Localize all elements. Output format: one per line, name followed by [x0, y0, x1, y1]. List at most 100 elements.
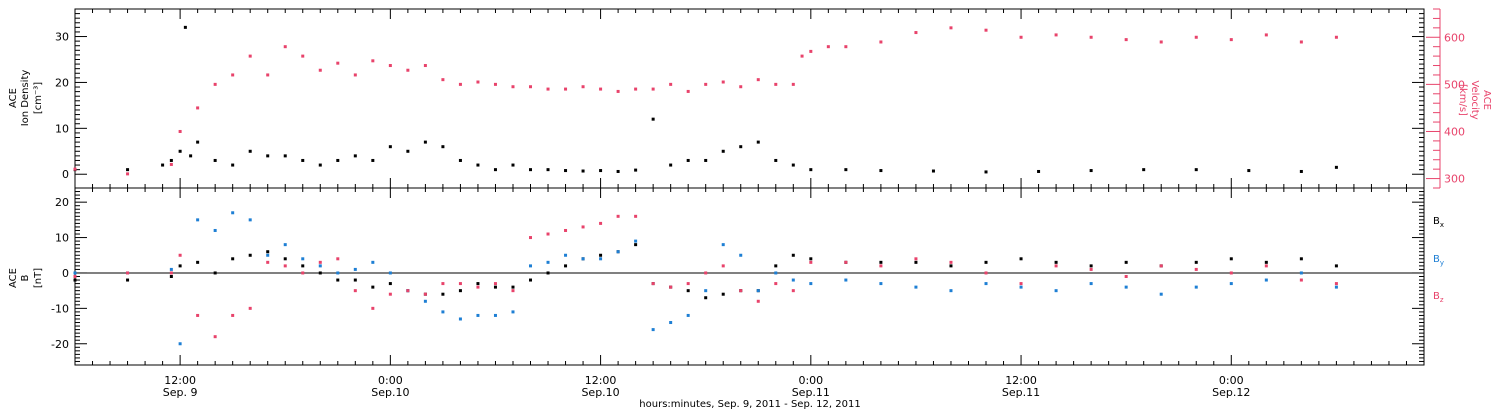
- data-point: [686, 89, 690, 93]
- data-point: [301, 257, 305, 261]
- data-point: [371, 260, 375, 264]
- legend-bx-label: B: [1433, 216, 1440, 227]
- data-point: [178, 264, 182, 268]
- data-point: [336, 278, 340, 282]
- data-point: [704, 158, 708, 162]
- bottom-left-axis: -20 -10 0 10 20: [51, 191, 1424, 362]
- data-point: [231, 257, 235, 261]
- data-point: [178, 149, 182, 153]
- tick-label: 20: [55, 196, 69, 209]
- tick-label: 400: [1444, 125, 1465, 138]
- x-tick-time: 0:00: [378, 374, 403, 387]
- data-point: [283, 243, 287, 247]
- data-point: [266, 73, 270, 77]
- data-point: [161, 163, 165, 167]
- x-axis-title: hours:minutes, Sep. 9, 2011 - Sep. 12, 2…: [639, 399, 860, 410]
- data-point: [599, 169, 603, 173]
- data-point: [581, 225, 585, 229]
- data-point: [1054, 33, 1058, 37]
- data-point: [476, 313, 480, 317]
- data-point: [581, 169, 585, 173]
- legend-bz: Bz: [1433, 291, 1444, 304]
- data-point: [599, 257, 603, 261]
- x-tick-time: 12:00: [585, 374, 617, 387]
- data-point: [476, 163, 480, 167]
- data-point: [353, 267, 357, 271]
- data-point: [564, 253, 568, 257]
- data-point: [231, 313, 235, 317]
- data-point: [318, 68, 322, 72]
- data-point: [651, 282, 655, 286]
- data-point: [931, 169, 935, 173]
- data-point: [809, 168, 813, 172]
- data-point: [388, 282, 392, 286]
- data-point: [791, 278, 795, 282]
- bottom-ylabel-line3: [nT]: [33, 268, 44, 288]
- data-point: [1089, 35, 1093, 39]
- data-point: [529, 85, 533, 89]
- data-point: [984, 170, 988, 174]
- data-point: [406, 149, 410, 153]
- data-point: [73, 167, 77, 171]
- tick-label: 300: [1444, 173, 1465, 186]
- data-point: [213, 158, 217, 162]
- data-point: [511, 85, 515, 89]
- tick-label: 0: [62, 168, 69, 181]
- data-point: [879, 260, 883, 264]
- data-point: [756, 140, 760, 144]
- data-point: [371, 59, 375, 63]
- data-point: [493, 313, 497, 317]
- tick-label: 0: [62, 267, 69, 280]
- data-point: [529, 236, 533, 240]
- legend-by-subscript: y: [1440, 259, 1444, 267]
- data-point: [1229, 38, 1233, 42]
- data-point: [721, 80, 725, 84]
- data-point: [599, 221, 603, 225]
- data-point: [1194, 35, 1198, 39]
- data-point: [791, 82, 795, 86]
- data-point: [283, 257, 287, 261]
- data-point: [196, 260, 200, 264]
- data-point: [476, 80, 480, 84]
- data-point: [739, 289, 743, 293]
- data-point: [458, 317, 462, 321]
- data-point: [388, 271, 392, 275]
- data-point: [581, 257, 585, 261]
- data-point: [791, 253, 795, 257]
- data-point: [1334, 165, 1338, 169]
- data-point: [353, 73, 357, 77]
- data-point: [126, 168, 130, 172]
- top-data-points: [73, 25, 1338, 176]
- data-point: [73, 278, 77, 282]
- legend-bx-subscript: x: [1440, 221, 1444, 229]
- tick-label: -20: [51, 338, 69, 351]
- data-point: [879, 264, 883, 268]
- data-point: [844, 45, 848, 49]
- data-point: [564, 228, 568, 232]
- data-point: [756, 78, 760, 82]
- svg-text:Bz: Bz: [1433, 291, 1444, 304]
- bottom-data-points: [73, 211, 1338, 346]
- data-point: [301, 264, 305, 268]
- x-tick-date: Sep.10: [371, 386, 409, 399]
- data-point: [1299, 278, 1303, 282]
- data-point: [1019, 285, 1023, 289]
- data-point: [800, 54, 804, 58]
- data-point: [949, 264, 953, 268]
- data-point: [169, 271, 173, 275]
- data-point: [178, 129, 182, 133]
- data-point: [1142, 168, 1146, 172]
- data-point: [248, 253, 252, 257]
- data-point: [826, 45, 830, 49]
- data-point: [458, 82, 462, 86]
- data-point: [634, 239, 638, 243]
- data-point: [336, 271, 340, 275]
- top-ylabel-right-line3: [km/s]: [1457, 84, 1468, 116]
- data-point: [476, 282, 480, 286]
- data-point: [1159, 40, 1163, 44]
- data-point: [686, 313, 690, 317]
- x-tick-time: 0:00: [798, 374, 823, 387]
- data-point: [1229, 271, 1233, 275]
- data-point: [669, 285, 673, 289]
